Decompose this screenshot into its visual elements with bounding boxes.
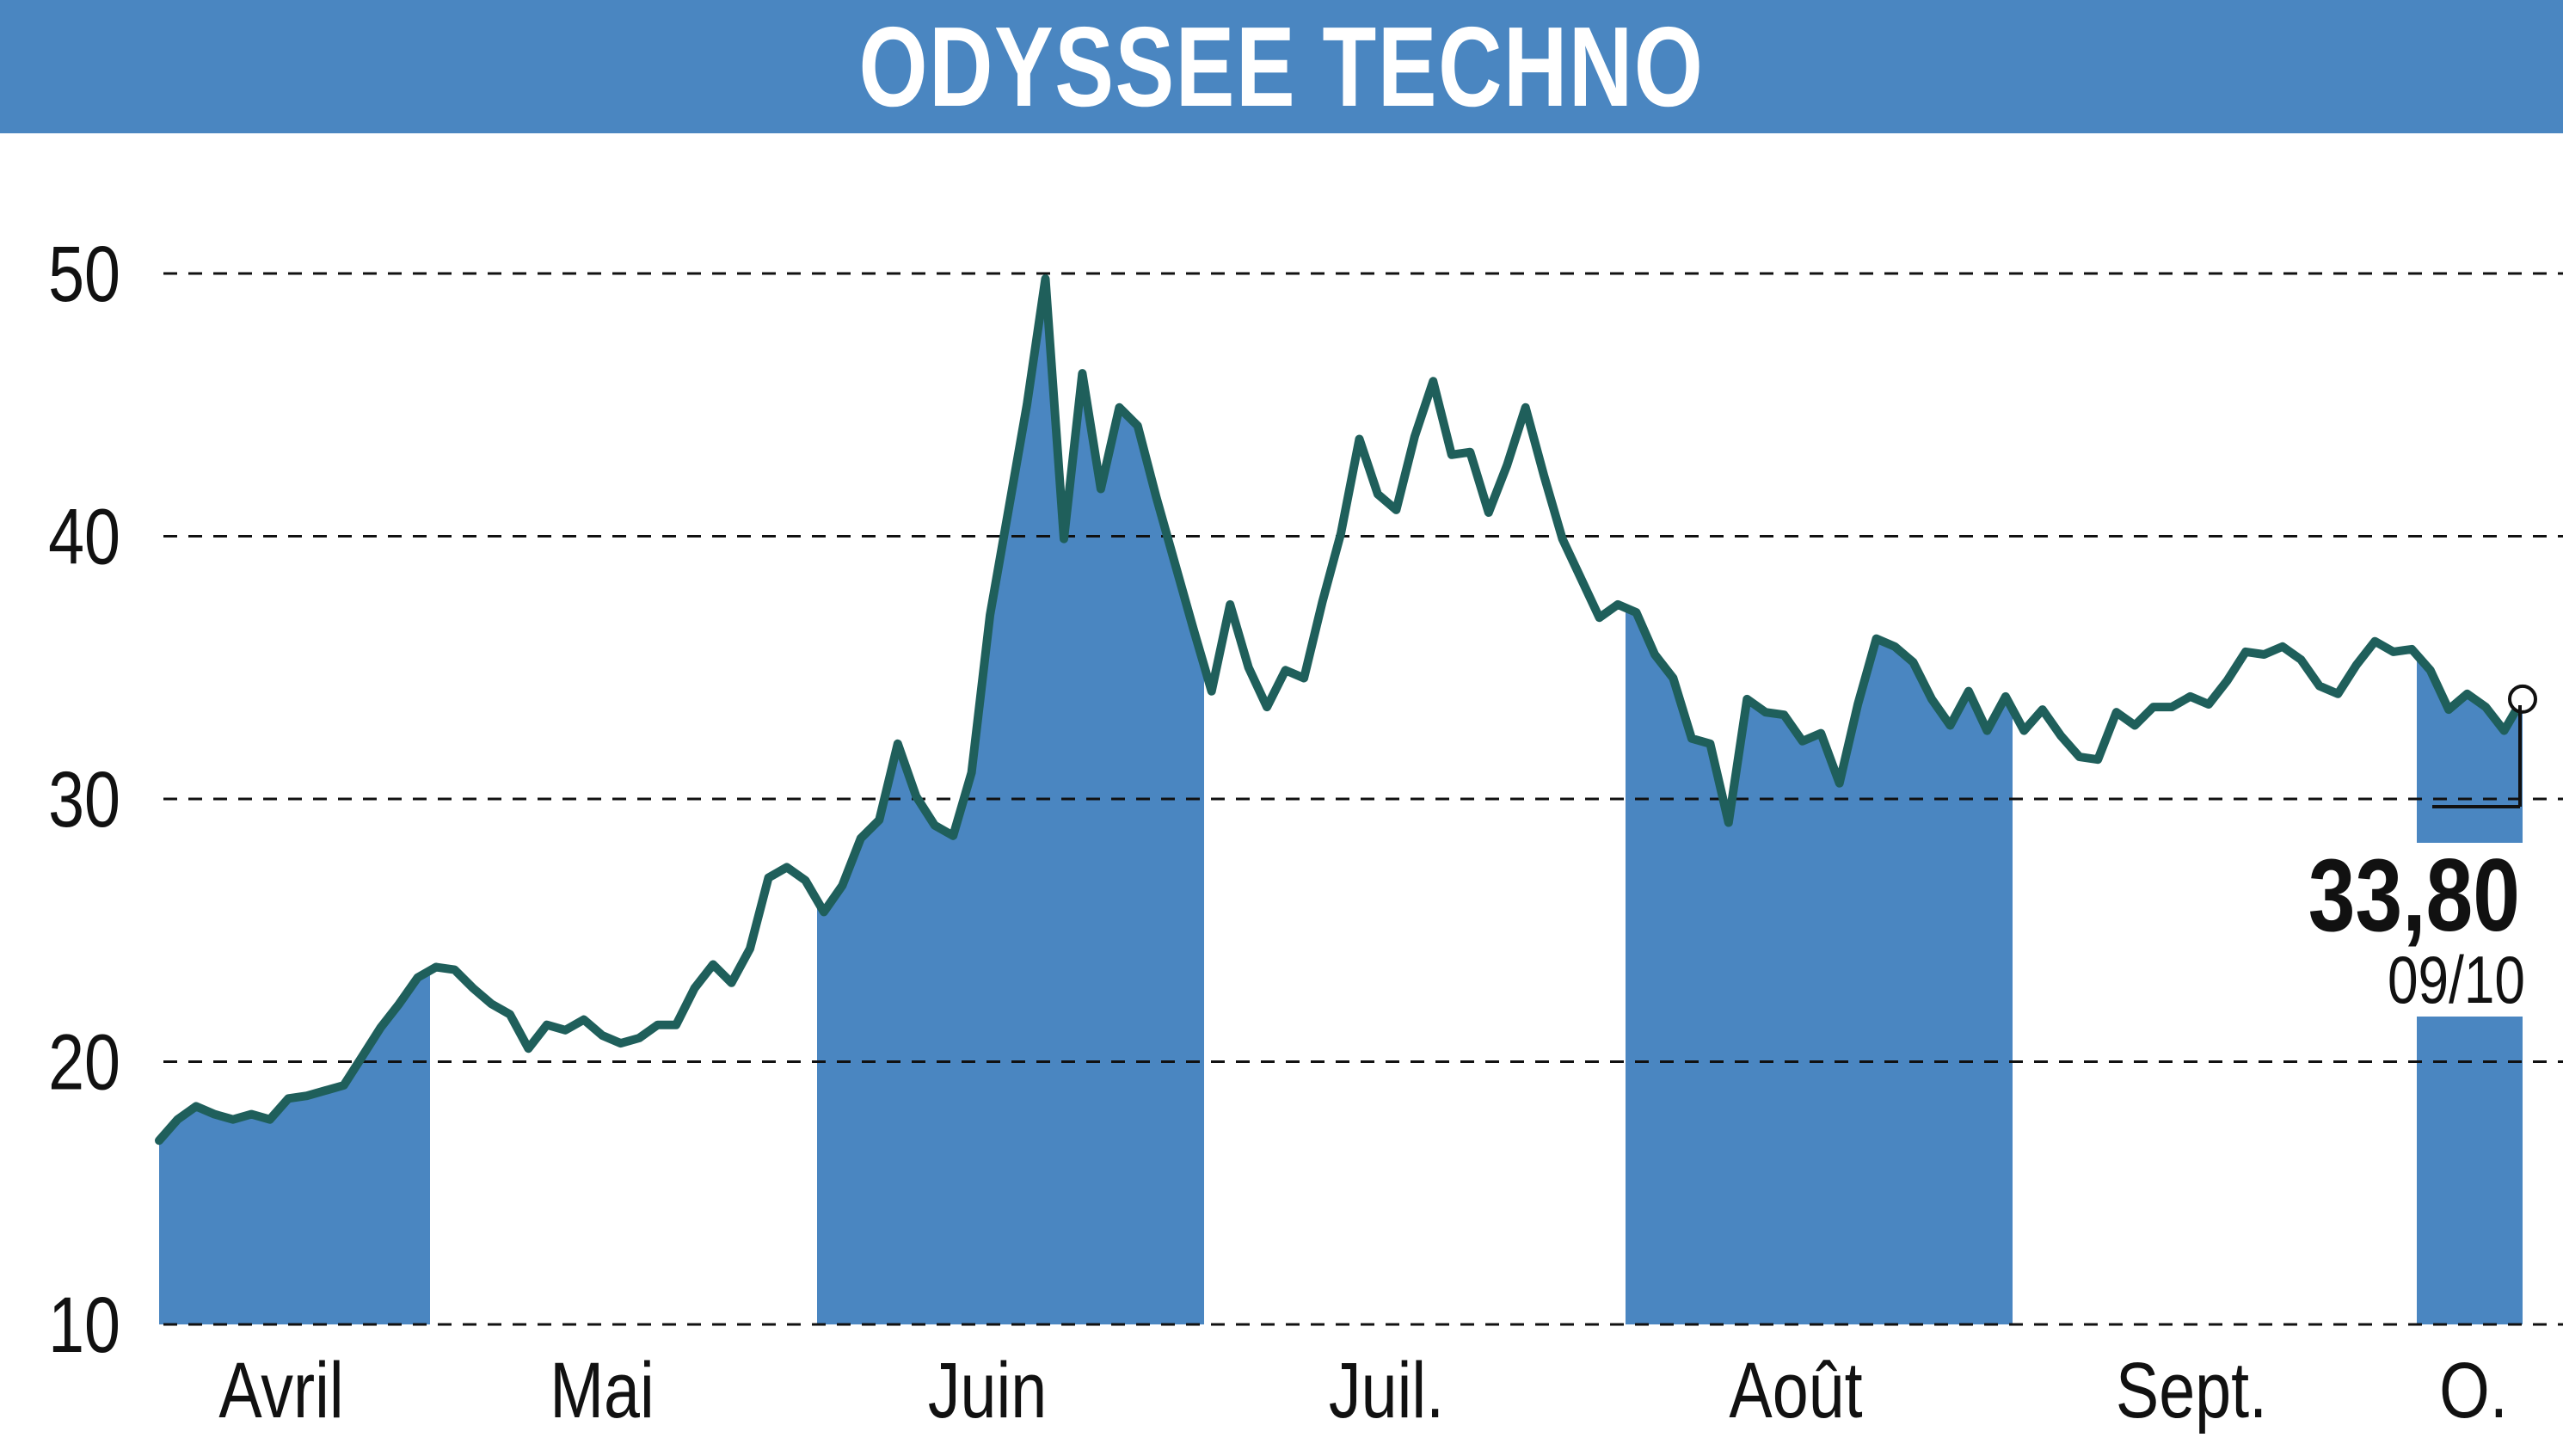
month-shade-aot [1626, 607, 2013, 1324]
value-label-backdrop [2322, 843, 2529, 948]
x-tick-label: Août [1729, 1346, 1862, 1434]
title-bar [0, 0, 2563, 133]
last-date-label: 09/10 [2388, 943, 2525, 1017]
x-axis-months: Avril Mai Juin Juil. Août Sept. O. [218, 1346, 2507, 1434]
last-value-marker: 33,80 09/10 [2308, 705, 2529, 1017]
month-shade-juin [817, 279, 1204, 1325]
gridlines [163, 272, 2563, 1326]
price-series [155, 274, 2537, 1146]
y-tick-label: 10 [48, 1281, 120, 1369]
x-tick-label: Juil. [1329, 1346, 1444, 1434]
last-value-label: 33,80 [2308, 839, 2520, 953]
x-tick-label: Juin [928, 1346, 1047, 1434]
y-tick-label: 40 [48, 492, 120, 581]
price-line [155, 274, 2527, 1146]
x-tick-label: Sept. [2116, 1346, 2267, 1434]
x-tick-label: Avril [218, 1346, 343, 1434]
month-shade-avril [159, 970, 430, 1324]
month-shading [159, 279, 2523, 1325]
chart-title: ODYSSEE TECHNO [858, 3, 1705, 130]
y-tick-label: 20 [48, 1017, 120, 1106]
y-axis-ticks: 10 20 30 40 50 [48, 230, 120, 1369]
x-tick-label: Mai [550, 1346, 655, 1434]
y-tick-label: 50 [48, 230, 120, 318]
y-tick-label: 30 [48, 755, 120, 844]
last-point-marker [2508, 684, 2537, 714]
x-tick-label: O. [2439, 1346, 2508, 1434]
date-label-backdrop [2357, 948, 2529, 1017]
